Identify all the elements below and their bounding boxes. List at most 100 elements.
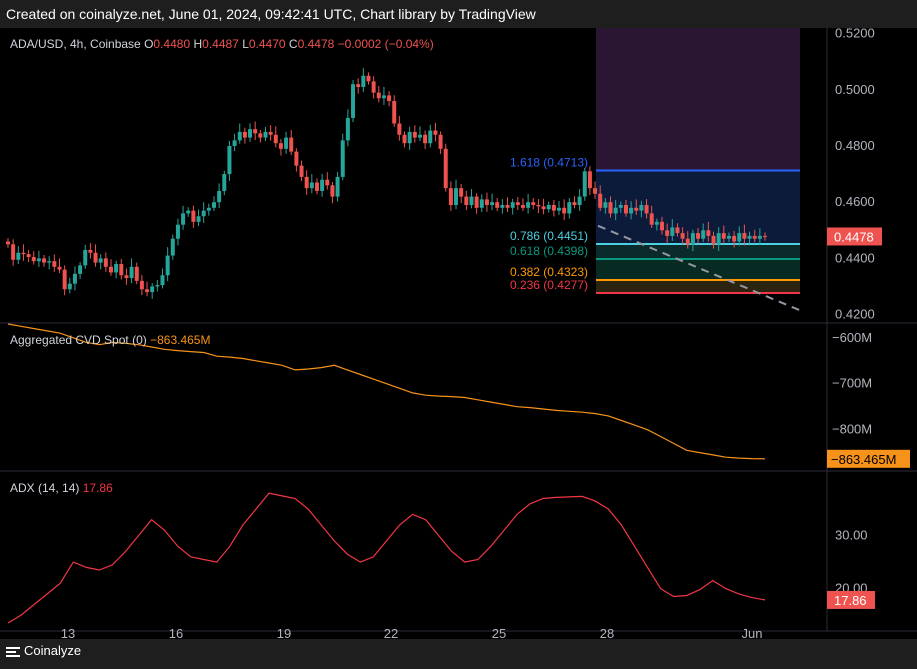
- attribution-header: Created on coinalyze.net, June 01, 2024,…: [0, 0, 917, 28]
- last-price-tag: [827, 227, 882, 246]
- candle-body: [381, 95, 386, 99]
- cvd-last-value-tag: [827, 449, 910, 468]
- candle-body: [670, 227, 675, 236]
- candle-body: [21, 252, 26, 255]
- candle-body: [284, 137, 289, 149]
- candle-body: [577, 196, 582, 205]
- candle-body: [546, 205, 551, 210]
- cvd-pane[interactable]: −600M −700M −800M −863.465M: [0, 323, 917, 472]
- footer-bar: Coinalyze: [0, 639, 917, 669]
- candle-body: [520, 205, 525, 208]
- candle-body: [716, 233, 721, 245]
- candle-body: [330, 185, 335, 197]
- candle-body: [309, 182, 314, 189]
- cvd-last-value-label: −863.465M: [831, 452, 896, 467]
- candle-body: [742, 233, 747, 239]
- candle-body: [196, 216, 201, 222]
- candle-body: [57, 266, 62, 270]
- candle-body: [510, 202, 515, 208]
- candle-body: [500, 205, 505, 208]
- candle-body: [93, 252, 98, 263]
- candle-body: [181, 213, 186, 225]
- cvd-legend-title: Aggregated CVD Spot (0): [10, 333, 147, 347]
- candle-body: [88, 249, 93, 253]
- candle-body: [526, 202, 531, 208]
- candle-body: [423, 134, 428, 144]
- candle-body: [258, 133, 263, 138]
- candle-body: [536, 205, 541, 207]
- candle-body: [232, 140, 237, 146]
- time-axis[interactable]: 13 16 19 22 25 28 Jun: [61, 626, 763, 639]
- chart-canvas[interactable]: 1.618 (0.4713) 0.786 (0.4451)0.618 (0.439…: [0, 28, 917, 639]
- candle-body: [42, 258, 47, 263]
- ohlc-open-label: O: [144, 37, 153, 51]
- candle-body: [11, 244, 16, 260]
- ohlc-open-value: 0.4480: [153, 37, 190, 51]
- candle-body: [67, 283, 72, 290]
- candle-body: [752, 235, 757, 239]
- candle-body: [222, 174, 227, 191]
- price-axis-tick: 0.5200: [835, 28, 875, 41]
- candle-body: [484, 199, 489, 205]
- candle-body: [665, 230, 670, 236]
- fib-level-label: 0.236 (0.4277): [510, 278, 588, 292]
- candle-body: [186, 210, 191, 214]
- coinalyze-logo-icon: [6, 646, 20, 657]
- candle-body: [52, 261, 57, 267]
- candle-body: [572, 202, 577, 205]
- legends: ADA/USD, 4h, Coinbase O0.4480 H0.4487 L0…: [10, 37, 434, 495]
- candle-body: [16, 252, 21, 260]
- time-axis-tick: 25: [492, 626, 506, 639]
- fib-level-label: 0.618 (0.4398): [510, 244, 588, 258]
- candle-body: [613, 207, 618, 214]
- candle-body: [490, 202, 495, 205]
- candle-body: [562, 207, 567, 214]
- candle-body: [696, 233, 701, 239]
- trend-line-dashed: [597, 224, 801, 312]
- adx-last-value-tag: [827, 590, 875, 609]
- candle-body: [701, 230, 706, 239]
- candle-body: [407, 131, 412, 144]
- candle-body: [356, 84, 361, 87]
- candle-body: [170, 238, 175, 256]
- candle-body: [119, 264, 124, 276]
- candle-body: [278, 143, 283, 149]
- candle-body: [160, 275, 165, 286]
- price-pane[interactable]: 1.618 (0.4713) 0.786 (0.4451)0.618 (0.439…: [0, 28, 917, 639]
- candle-body: [412, 131, 417, 138]
- candle-body: [685, 238, 690, 245]
- fib-level-label: 1.618 (0.4713): [510, 155, 588, 169]
- candle-body: [242, 131, 247, 138]
- candle-body: [649, 213, 654, 225]
- candle-body: [593, 188, 598, 194]
- candle-body: [438, 134, 443, 149]
- time-axis-tick: 28: [600, 626, 614, 639]
- candle-body: [469, 196, 474, 205]
- candle-body: [587, 171, 592, 189]
- candle-body: [711, 235, 716, 245]
- candle-body: [325, 179, 330, 186]
- candle-body: [98, 258, 103, 263]
- candle-body: [598, 193, 603, 208]
- fib-target-zone: [596, 28, 800, 171]
- candle-body: [737, 233, 742, 242]
- candle-body: [417, 134, 422, 138]
- ohlc-high-value: 0.4487: [202, 37, 239, 51]
- ohlc-low-value: 0.4470: [249, 37, 286, 51]
- candle-body: [371, 81, 376, 93]
- last-price-label: 0.4478: [834, 229, 874, 244]
- candle-body: [366, 75, 371, 82]
- candle-body: [72, 273, 77, 284]
- fib-level-label: 0.786 (0.4451): [510, 229, 588, 243]
- cvd-legend-value: −863.465M: [150, 333, 210, 347]
- ohlc-change-value: −0.0002 (−0.04%): [338, 37, 434, 51]
- price-axis-tick: 0.5000: [835, 82, 875, 97]
- candle-body: [345, 117, 350, 141]
- candle-body: [217, 190, 222, 203]
- candle-body: [145, 289, 150, 293]
- time-axis-tick: 22: [384, 626, 398, 639]
- candle-body: [505, 205, 510, 208]
- price-axis-tick: 0.4600: [835, 194, 875, 209]
- candle-body: [428, 130, 433, 144]
